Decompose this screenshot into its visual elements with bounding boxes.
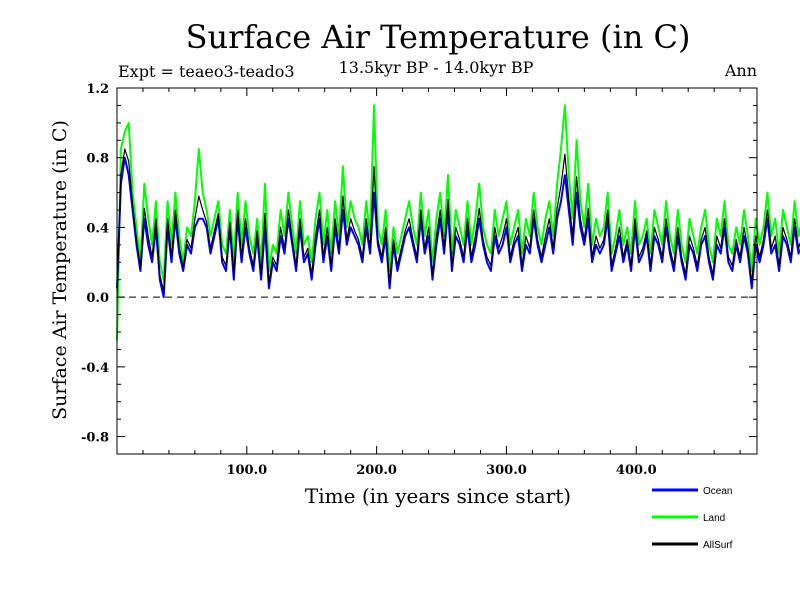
y-tick-label: 0.4 bbox=[86, 221, 109, 236]
y-axis-label: Surface Air Temperature (in C) bbox=[49, 120, 71, 420]
plot-frame bbox=[116, 87, 758, 455]
y-tick-label: 1.2 bbox=[86, 82, 109, 97]
legend-label-allsurf: AllSurf bbox=[703, 540, 733, 551]
series-line-allsurf bbox=[116, 148, 800, 298]
x-tick-label: 200.0 bbox=[356, 463, 397, 478]
y-tick-label: 0.8 bbox=[86, 152, 109, 167]
x-tick-label: 100.0 bbox=[226, 463, 267, 478]
chart-subtitle: 13.5kyr BP - 14.0kyr BP bbox=[339, 58, 534, 77]
season-label: Ann bbox=[724, 61, 757, 80]
y-tick-label: -0.4 bbox=[81, 361, 109, 376]
legend-label-ocean: Ocean bbox=[703, 486, 732, 497]
x-axis-label: Time (in years since start) bbox=[305, 484, 571, 508]
y-tick-label: 0.0 bbox=[86, 291, 109, 306]
chart-title: Surface Air Temperature (in C) bbox=[186, 18, 691, 56]
x-tick-label: 400.0 bbox=[616, 463, 657, 478]
experiment-label: Expt = teaeo3-teado3 bbox=[118, 62, 295, 81]
y-tick-label: -0.8 bbox=[81, 431, 109, 446]
series-line-land bbox=[116, 104, 800, 341]
x-tick-label: 300.0 bbox=[486, 463, 527, 478]
legend-label-land: Land bbox=[703, 513, 725, 524]
